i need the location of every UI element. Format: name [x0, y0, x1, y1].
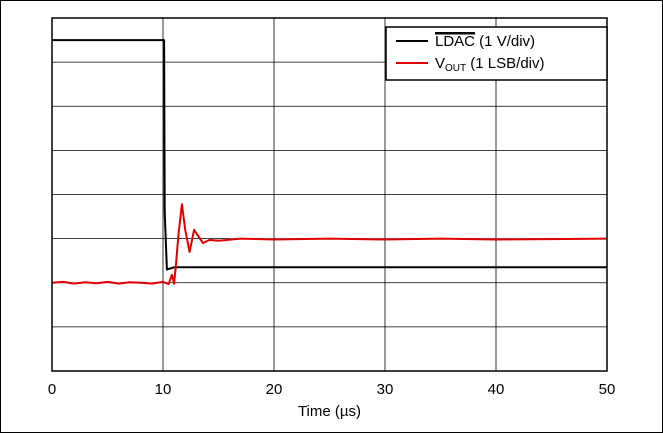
plot-frame: [51, 17, 608, 372]
x-axis-title: Time (µs): [298, 403, 361, 420]
x-tick-label: 50: [599, 381, 616, 398]
legend-ldac-unit: (1 V/div): [475, 33, 535, 50]
legend-vout-subscript: OUT: [445, 63, 466, 74]
x-tick-label: 30: [377, 381, 394, 398]
legend-label-vout: VOUT (1 LSB/div): [435, 55, 545, 74]
legend-vout-name: V: [435, 55, 445, 72]
x-tick-label: 0: [48, 381, 56, 398]
legend-ldac-name: LDAC: [435, 33, 475, 50]
series-line-vout: [51, 203, 608, 286]
series-layer: [51, 39, 608, 286]
x-tick-label: 20: [266, 381, 283, 398]
x-tick-labels: 0 10 20 30 40 50: [48, 381, 616, 398]
legend: LDAC (1 V/div) VOUT (1 LSB/div): [385, 26, 608, 81]
legend-box: [385, 26, 608, 81]
legend-vout-unit: (1 LSB/div): [466, 55, 544, 72]
series-line-ldac: [52, 39, 607, 271]
x-tick-label: 40: [488, 381, 505, 398]
x-tick-label: 10: [155, 381, 172, 398]
legend-label-ldac: LDAC (1 V/div): [435, 33, 535, 50]
